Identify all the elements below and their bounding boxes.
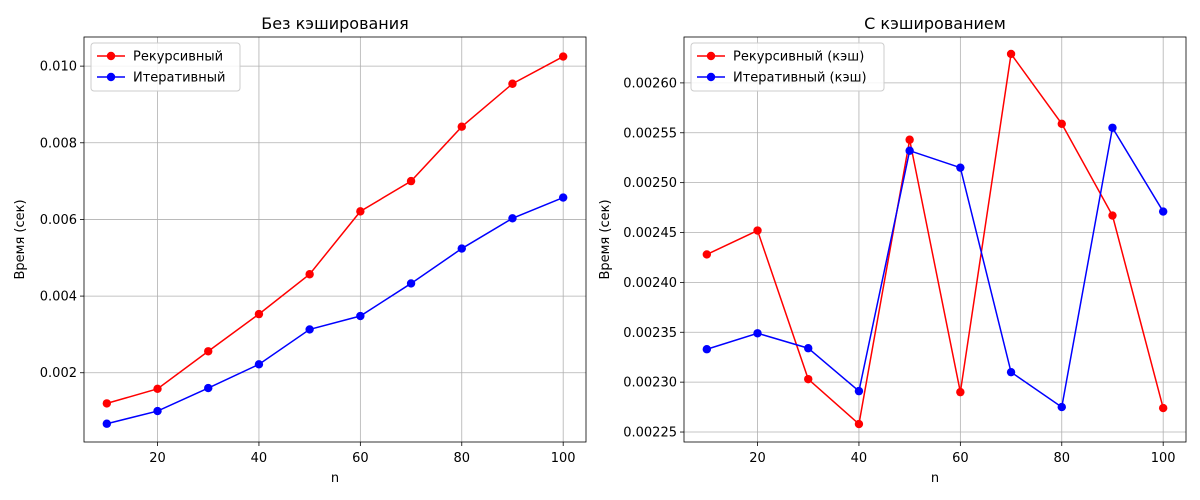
no-cache-series-0-point-0: [102, 399, 112, 408]
cache-x-tick-label-1: 40: [851, 451, 868, 466]
no-cache-series-1-point-2: [204, 383, 213, 393]
no-cache-series-0-point-1: [153, 384, 162, 394]
cache-series-0-point-6: [1006, 49, 1016, 59]
cache-x-tick-label-4: 100: [1151, 451, 1176, 466]
cache-series-0-point-2: [804, 374, 813, 384]
no-cache-series-0-point-6: [406, 176, 416, 186]
cache-x-axis-label: n: [931, 471, 939, 486]
no-cache-x-tick-label-3: 80: [453, 451, 470, 466]
no-cache-series-1-point-5: [356, 311, 365, 321]
cache-y-tick-label-6: 0.00255: [623, 126, 677, 141]
no-cache-series-1-point-3: [254, 360, 264, 369]
no-cache-series-0-point-5: [356, 207, 365, 216]
cache-y-tick-label-1: 0.00230: [623, 376, 677, 391]
no-cache-series-0-point-3: [254, 309, 264, 319]
cache-y-tick-label-4: 0.00245: [623, 226, 677, 241]
cache-y-axis-label: Время (сек): [598, 199, 613, 279]
cache-series-1-point-1: [753, 329, 762, 338]
cache-chart-title: С кэшированием: [864, 14, 1006, 33]
no-cache-chart-title: Без кэширования: [261, 14, 409, 33]
no-cache-legend-marker-0: [106, 51, 116, 61]
no-cache-legend-label-1: Итеративный: [133, 71, 225, 86]
cache-legend: [690, 42, 885, 92]
no-cache-series-0-point-4: [305, 270, 314, 279]
cache-series-1-point-8: [1108, 123, 1117, 132]
cache-y-tick-label-3: 0.00240: [623, 276, 677, 291]
no-cache-legend-marker-1: [106, 72, 116, 82]
cache-series-1-point-2: [804, 344, 813, 353]
cache-series-1-point-9: [1158, 207, 1168, 216]
no-cache-series-0-point-9: [558, 52, 568, 61]
no-cache-series-line-0: [106, 55, 564, 405]
cache-legend-label-1: Итеративный (кэш): [733, 71, 867, 86]
cache-series-1-point-0: [702, 345, 712, 354]
cache-series-1-point-6: [1006, 367, 1016, 377]
cache-legend-marker-0: [706, 51, 716, 61]
no-cache-y-tick-label-2: 0.006: [40, 213, 77, 228]
cache-series-0-point-7: [1057, 119, 1066, 128]
cache-legend-marker-1: [706, 72, 716, 82]
no-cache-y-axis-label: Время (сек): [13, 199, 28, 279]
cache-y-tick-label-0: 0.00225: [623, 426, 677, 441]
no-cache-series-1-point-1: [153, 406, 162, 416]
no-cache-y-tick-label-3: 0.008: [40, 136, 77, 151]
cache-series-0-point-8: [1108, 211, 1117, 220]
cache-y-tick-label-7: 0.00260: [623, 76, 677, 91]
cache-series-1-point-7: [1057, 402, 1066, 412]
no-cache-axes-frame: [83, 36, 587, 443]
chart-with-caching: 20 40 60 80 100 0.00225 0.00230 0.00235 0.00240 0…: [598, 14, 1187, 486]
no-cache-series-1-point-4: [305, 325, 314, 334]
no-cache-series-1-point-6: [406, 279, 416, 288]
no-cache-legend: [90, 42, 241, 92]
no-cache-series-1-point-0: [102, 419, 112, 428]
cache-axes-frame: [683, 36, 1187, 443]
no-cache-x-tick-label-4: 100: [551, 451, 576, 466]
cache-legend-label-0: Рекурсивный (кэш): [733, 50, 864, 65]
cache-series-1-point-4: [905, 146, 914, 155]
chart-without-caching: 20 40 60 80 100 0.002 0.004 0.006 0.008 0.010 Без …: [13, 14, 587, 486]
no-cache-x-tick-label-1: 40: [251, 451, 268, 466]
cache-series-0-point-9: [1158, 403, 1168, 413]
no-cache-series-0-point-8: [508, 79, 517, 88]
cache-y-tick-label-5: 0.00250: [623, 176, 677, 191]
cache-series-0-point-0: [702, 250, 712, 259]
no-cache-series-1-point-8: [508, 214, 517, 223]
no-cache-series-0-point-2: [204, 347, 213, 356]
cache-series-0-point-1: [753, 226, 762, 235]
cache-series-1-point-5: [956, 163, 965, 172]
cache-series-0-point-3: [854, 419, 864, 429]
cache-x-tick-label-2: 60: [952, 451, 969, 466]
no-cache-x-axis-label: n: [331, 471, 339, 486]
no-cache-series-1-point-7: [457, 244, 466, 253]
no-cache-y-tick-label-0: 0.002: [40, 366, 77, 381]
no-cache-legend-label-0: Рекурсивный: [133, 50, 223, 65]
cache-series-line-0: [706, 52, 1164, 426]
no-cache-x-tick-label-0: 20: [149, 451, 166, 466]
cache-series-1-point-3: [854, 386, 864, 396]
cache-x-tick-label-0: 20: [749, 451, 766, 466]
no-cache-x-tick-label-2: 60: [352, 451, 369, 466]
cache-series-0-point-5: [956, 387, 965, 397]
cache-y-tick-label-2: 0.00235: [623, 326, 677, 341]
cache-x-tick-label-3: 80: [1053, 451, 1070, 466]
no-cache-y-tick-label-1: 0.004: [40, 290, 77, 305]
no-cache-series-line-1: [106, 196, 564, 425]
cache-series-0-point-4: [905, 135, 914, 144]
no-cache-y-tick-label-4: 0.010: [40, 60, 77, 75]
no-cache-series-0-point-7: [457, 122, 466, 131]
cache-series-line-1: [706, 125, 1164, 409]
no-cache-series-1-point-9: [558, 193, 568, 202]
